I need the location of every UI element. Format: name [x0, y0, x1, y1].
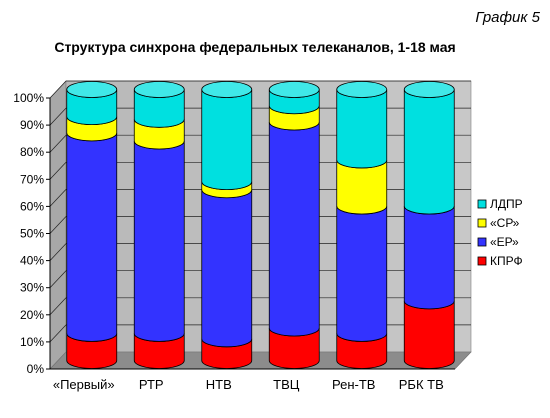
gridline-side [49, 80, 67, 99]
bar-top-cap [403, 81, 455, 98]
legend-item: ЛДПР [477, 197, 523, 211]
legend: ЛДПР «СР» «ЕР» КПРФ [477, 197, 523, 268]
bar-stack [336, 81, 388, 369]
bar-segment [336, 205, 388, 342]
bar-top-cap [268, 81, 320, 98]
gridline-side [49, 324, 67, 343]
legend-swatch [477, 199, 487, 209]
gridline-side [49, 297, 67, 316]
bar-stack [403, 81, 455, 369]
x-tick-label: НТВ [206, 377, 232, 392]
y-tick-label: 30% [20, 281, 44, 295]
legend-swatch [477, 256, 487, 266]
bar-stack [201, 81, 253, 369]
gridline-side [49, 107, 67, 126]
bar-segment [336, 89, 388, 169]
x-tick-label: РТР [139, 377, 164, 392]
legend-item: «СР» [477, 216, 520, 230]
legend-label: КПРФ [490, 254, 523, 268]
gridline-side [49, 243, 67, 261]
legend-swatch [477, 218, 487, 228]
y-tick-label: 70% [20, 172, 44, 186]
legend-label: ЛДПР [490, 197, 523, 211]
y-tick-label: 80% [20, 145, 44, 159]
y-tick-label: 10% [20, 335, 44, 349]
y-tick-label: 90% [20, 118, 44, 132]
bar-stack [268, 81, 320, 369]
figure-label: График 5 [475, 9, 540, 26]
bar-top-cap [133, 81, 185, 98]
gridline-side [49, 189, 67, 207]
bar-top-cap [336, 81, 388, 98]
x-tick-label: ТВЦ [273, 377, 300, 392]
y-tick-label: 40% [20, 254, 44, 268]
chart-title: Структура синхрона федеральных телеканал… [54, 39, 455, 55]
y-tick-label: 60% [20, 199, 44, 213]
y-tick-label: 0% [27, 362, 45, 376]
bar-segment [268, 121, 320, 337]
legend-item: КПРФ [477, 254, 523, 268]
x-tick-label: «Первый» [53, 377, 115, 392]
legend-label: «СР» [490, 216, 520, 230]
bar-segment [201, 189, 253, 348]
bars [66, 81, 455, 369]
bar-top-cap [201, 81, 253, 98]
legend-label: «ЕР» [490, 235, 519, 249]
bar-segment [201, 89, 253, 191]
bar-top-cap [66, 81, 118, 98]
bar-segment [403, 300, 455, 369]
y-tick-label: 20% [20, 308, 44, 322]
y-tick-label: 100% [13, 91, 44, 105]
legend-swatch [477, 237, 487, 247]
x-axis: «Первый» РТР НТВ ТВЦ Рен-ТВ РБК ТВ [53, 377, 444, 392]
plot-area [49, 80, 472, 370]
bar-segment [403, 205, 455, 310]
bar-segment [403, 89, 455, 215]
gridline-side [49, 162, 67, 180]
bar-segment [66, 132, 118, 342]
gridline-side [49, 216, 67, 234]
gridline-side [49, 270, 67, 288]
bar-segment [133, 140, 185, 342]
x-tick-label: Рен-ТВ [332, 377, 375, 392]
y-axis: 0% 10% 20% 30% 40% 50% 60% 70% 80% 90% 100% [13, 91, 455, 376]
y-tick-label: 50% [20, 227, 44, 241]
x-tick-label: РБК ТВ [399, 377, 444, 392]
bar-stack [66, 81, 118, 369]
legend-item: «ЕР» [477, 235, 519, 249]
bar-stack [133, 81, 185, 369]
gridline-side [49, 134, 67, 153]
